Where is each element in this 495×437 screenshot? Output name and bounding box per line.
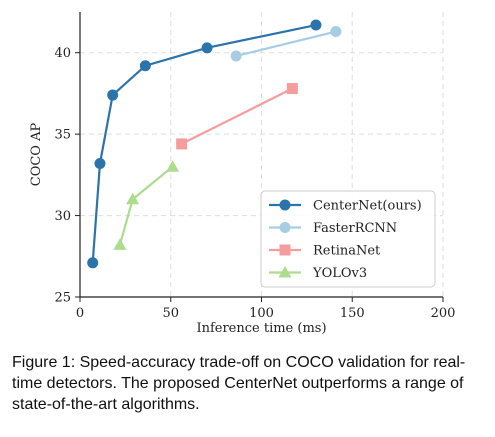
- series-line: [118, 165, 174, 246]
- data-point: [87, 257, 99, 269]
- speed-accuracy-chart: 0 50 100 150 200 25 30 35 40 CenterNet(ours) Fast…: [29, 12, 455, 336]
- y-tick-label: 30: [54, 209, 71, 224]
- legend-label: RetinaNet: [313, 244, 381, 259]
- legend-marker: [279, 199, 291, 211]
- series-retinanet: [176, 83, 298, 150]
- data-point: [310, 19, 322, 31]
- y-tick-label: 35: [54, 128, 71, 143]
- x-tick-label: 200: [431, 306, 456, 321]
- data-point: [139, 60, 151, 72]
- series-line: [181, 87, 293, 145]
- data-point: [166, 160, 180, 172]
- x-tick-label: 0: [76, 306, 84, 321]
- data-point: [230, 50, 242, 62]
- data-point: [176, 138, 188, 150]
- legend-marker: [278, 266, 292, 278]
- legend-item: RetinaNet: [269, 244, 381, 259]
- y-axis-label: COCO AP: [29, 123, 44, 187]
- legend: CenterNet(ours) FasterRCNN RetinaNet YOLOv3: [260, 190, 436, 288]
- x-axis-label: Inference time (ms): [196, 321, 326, 336]
- legend-label: FasterRCNN: [313, 221, 397, 236]
- y-tick-label: 25: [54, 291, 71, 306]
- series-layer: [87, 19, 342, 269]
- x-tick-label: 50: [162, 306, 179, 321]
- legend-item: YOLOv3: [269, 266, 367, 281]
- legend-label: CenterNet(ours): [313, 199, 422, 214]
- data-point: [113, 238, 127, 250]
- data-point: [330, 26, 342, 38]
- legend-item: FasterRCNN: [269, 221, 397, 236]
- y-tick-label: 40: [54, 46, 71, 61]
- data-point: [201, 42, 213, 54]
- legend-item: CenterNet(ours): [269, 199, 422, 214]
- x-tick-label: 100: [249, 306, 274, 321]
- legend-marker: [279, 244, 291, 256]
- series-fasterrcnn: [230, 26, 342, 62]
- series-centernet-ours: [87, 19, 322, 269]
- data-point: [94, 157, 106, 169]
- data-point: [107, 89, 119, 101]
- legend-box: [260, 190, 436, 288]
- series-line: [235, 30, 337, 58]
- legend-marker: [279, 222, 291, 233]
- x-tick-label: 150: [340, 306, 365, 321]
- series-yolov3: [113, 160, 180, 250]
- series-line: [91, 23, 317, 263]
- axes: 0 50 100 150 200 25 30 35 40: [54, 12, 455, 321]
- data-point: [286, 83, 298, 95]
- legend-label: YOLOv3: [312, 266, 367, 281]
- data-point: [126, 192, 140, 205]
- figure-caption: Figure 1: Speed-accuracy trade-off on CO…: [12, 354, 466, 413]
